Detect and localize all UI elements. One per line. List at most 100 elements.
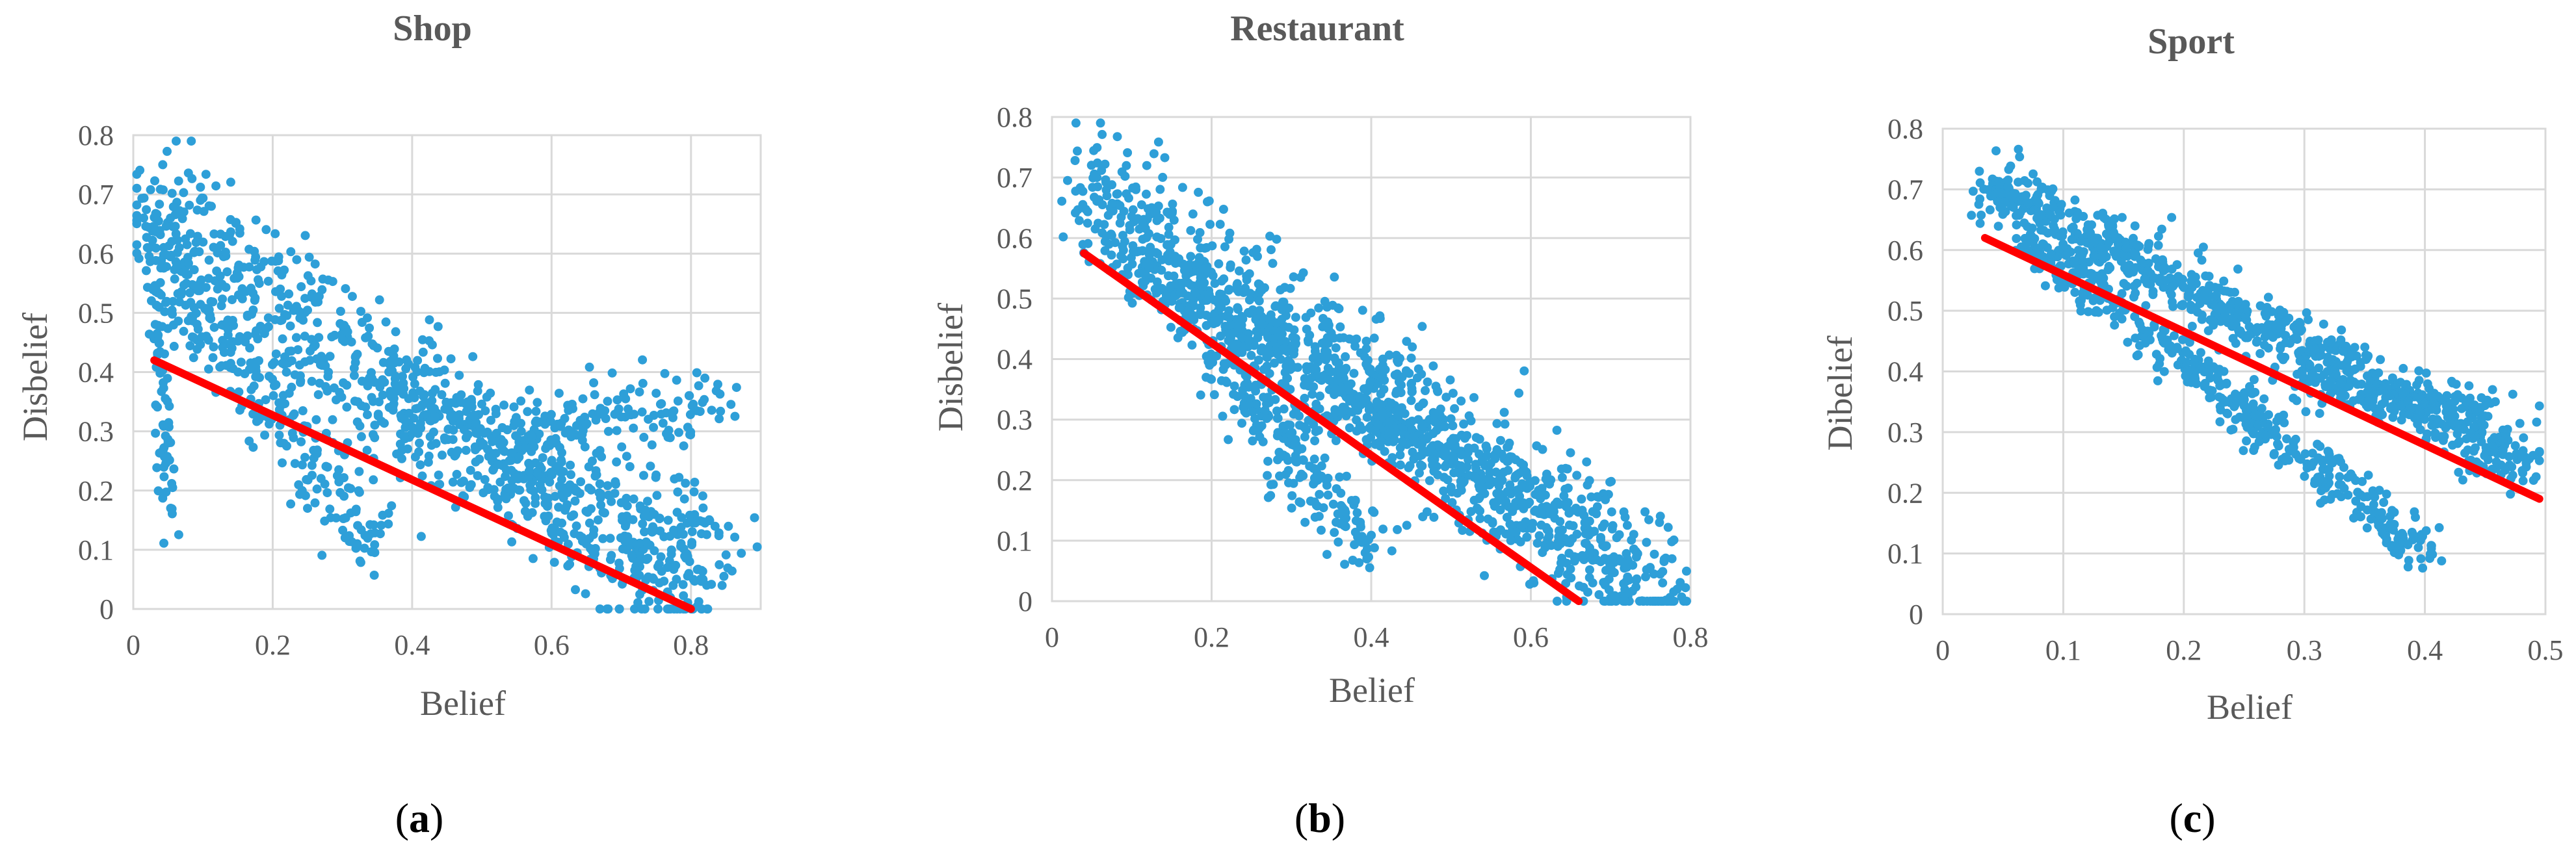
scatter-point [595, 604, 605, 614]
scatter-point [1985, 205, 1995, 214]
scatter-point [360, 543, 369, 553]
scatter-point [1190, 287, 1200, 297]
scatter-point [2438, 394, 2447, 404]
scatter-point [1277, 305, 1287, 315]
scatter-point [304, 252, 314, 262]
scatter-point [179, 326, 189, 336]
scatter-point [2210, 283, 2220, 292]
scatter-point [2215, 392, 2224, 402]
scatter-point [1475, 513, 1485, 523]
scatter-point [2349, 513, 2359, 523]
scatter-point [2427, 421, 2437, 430]
scatter-point [1384, 350, 1394, 360]
scatter-point [217, 301, 226, 311]
scatter-point [1071, 208, 1080, 218]
scatter-point [2177, 301, 2187, 311]
scatter-point [1094, 195, 1104, 205]
scatter-point [152, 463, 162, 472]
scatter-point [593, 515, 603, 525]
scatter-point [2211, 291, 2221, 300]
scatter-point [546, 435, 556, 445]
scatter-point [1349, 369, 1359, 378]
scatter-point [351, 504, 361, 514]
scatter-point [196, 183, 205, 192]
panel-label: (a) [395, 795, 444, 841]
scatter-point [1605, 477, 1615, 487]
y-tick-label: 0.6 [1887, 235, 1923, 266]
scatter-point [2302, 308, 2311, 318]
scatter-point [1564, 549, 1574, 558]
scatter-point [1681, 566, 1691, 576]
scatter-point [388, 366, 397, 376]
scatter-point [2337, 325, 2346, 335]
scatter-point [1107, 231, 1116, 240]
scatter-point [1112, 259, 1122, 269]
y-axis-label: Disbelief [931, 303, 970, 432]
scatter-point [163, 452, 172, 461]
scatter-point [2233, 265, 2242, 274]
scatter-point [602, 604, 612, 614]
scatter-point [2069, 259, 2079, 268]
scatter-point [151, 243, 161, 253]
scatter-point [471, 457, 480, 467]
scatter-point [425, 315, 434, 325]
scatter-point [151, 428, 161, 438]
scatter-point [1348, 335, 1358, 345]
scatter-point [1373, 420, 1383, 430]
scatter-point [142, 266, 151, 276]
scatter-point [185, 288, 194, 298]
scatter-point [1642, 537, 1651, 547]
scatter-point [1308, 354, 1318, 363]
scatter-point [1361, 337, 1371, 346]
scatter-point [388, 401, 398, 411]
scatter-point [2414, 376, 2424, 385]
scatter-point [1285, 429, 1295, 439]
scatter-point [711, 386, 721, 396]
scatter-point [195, 278, 205, 288]
scatter-point [2247, 426, 2257, 436]
scatter-point [1552, 426, 1562, 435]
scatter-point [2464, 381, 2474, 391]
scatter-point [473, 471, 482, 480]
scatter-point [277, 315, 287, 325]
scatter-point [376, 521, 386, 530]
chart-title: Shop [393, 8, 471, 49]
scatter-point [1432, 385, 1442, 395]
scatter-point [425, 416, 435, 426]
scatter-point [2193, 248, 2203, 258]
scatter-point [671, 560, 681, 570]
scatter-point [575, 531, 585, 541]
scatter-point [1129, 246, 1138, 256]
scatter-point [171, 229, 181, 239]
scatter-point [2131, 333, 2140, 343]
scatter-point [430, 385, 440, 395]
scatter-point [2534, 456, 2544, 465]
scatter-point [244, 262, 254, 272]
scatter-point [585, 518, 594, 528]
scatter-point [1395, 460, 1405, 470]
scatter-point [1205, 360, 1215, 370]
scatter-point [150, 176, 159, 186]
scatter-point [1423, 432, 1433, 441]
scatter-point [529, 486, 538, 496]
scatter-point [222, 361, 231, 370]
scatter-point [1296, 498, 1306, 508]
scatter-point [1334, 537, 1343, 547]
scatter-point [233, 263, 243, 273]
scatter-point [2369, 500, 2378, 510]
scatter-point [2508, 389, 2517, 399]
x-tick-label: 0 [126, 629, 140, 661]
scatter-point [1243, 342, 1253, 352]
scatter-point [1226, 260, 1235, 270]
scatter-point [2347, 352, 2357, 361]
scatter-point [644, 597, 654, 606]
scatter-point [673, 487, 683, 497]
scatter-point [1474, 494, 1484, 504]
scatter-point [1365, 563, 1374, 573]
scatter-point [322, 488, 332, 498]
scatter-point [2190, 272, 2200, 282]
scatter-point [221, 283, 231, 292]
scatter-point [1588, 578, 1597, 588]
scatter-point [501, 494, 511, 504]
plot-frame [1941, 127, 2547, 615]
